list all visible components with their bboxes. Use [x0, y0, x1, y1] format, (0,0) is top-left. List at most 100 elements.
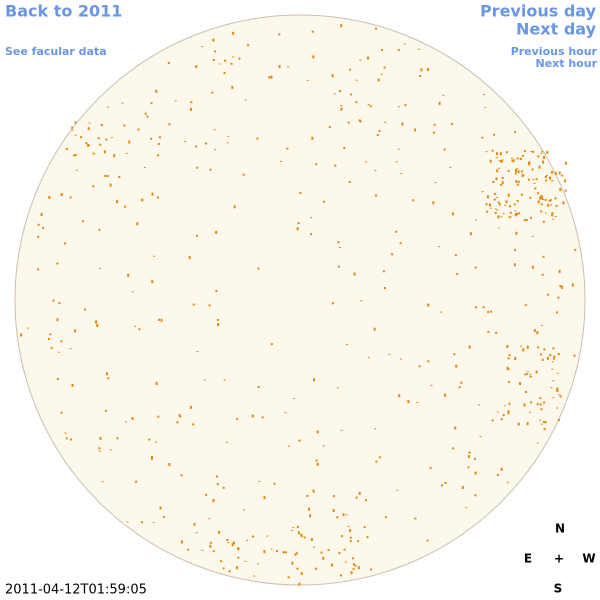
facula: [449, 166, 452, 168]
facula: [257, 386, 260, 388]
facula: [546, 356, 549, 360]
facula: [268, 76, 271, 79]
facula: [71, 126, 74, 129]
facula: [529, 373, 532, 375]
facula: [296, 227, 299, 231]
facula: [322, 445, 325, 447]
facula: [506, 366, 509, 370]
facula: [520, 170, 523, 173]
facula: [516, 199, 519, 202]
facula: [493, 198, 496, 201]
facula: [516, 168, 519, 170]
facula: [556, 388, 559, 391]
facula: [496, 152, 498, 156]
facula: [517, 422, 520, 426]
facula: [551, 180, 553, 182]
facula: [514, 210, 517, 212]
facula: [545, 175, 548, 177]
facula: [328, 126, 331, 129]
facula: [20, 333, 23, 337]
facula: [131, 417, 134, 420]
facula: [559, 395, 562, 398]
facula: [375, 27, 377, 30]
facula: [356, 540, 359, 543]
facula: [474, 219, 477, 221]
facula: [547, 293, 550, 296]
compass-west: W: [582, 552, 595, 566]
facula: [499, 152, 502, 156]
facula: [216, 319, 219, 321]
next-hour-link[interactable]: Next hour: [536, 57, 598, 70]
facula: [433, 131, 436, 134]
facula: [525, 391, 528, 393]
facula: [395, 161, 398, 163]
facula: [485, 203, 488, 206]
facula: [349, 540, 352, 543]
facula: [226, 539, 229, 541]
facula: [515, 180, 518, 182]
facula: [543, 156, 545, 159]
facula: [465, 507, 468, 509]
facula: [150, 102, 153, 105]
facula: [554, 172, 557, 175]
facula: [284, 412, 287, 414]
facula: [400, 358, 402, 360]
back-link[interactable]: Back to 2011: [5, 2, 122, 21]
facula: [458, 386, 461, 389]
facula: [561, 174, 564, 177]
facula: [226, 142, 229, 144]
facula: [226, 441, 228, 443]
next-day-link[interactable]: Next day: [516, 20, 597, 39]
facula: [370, 568, 373, 571]
facula: [532, 179, 535, 181]
facula: [231, 543, 234, 547]
facula: [237, 556, 240, 559]
facula: [404, 104, 407, 107]
facula: [209, 168, 212, 171]
facula: [365, 499, 367, 502]
facula: [101, 481, 104, 483]
facula: [336, 387, 339, 389]
facula: [201, 549, 204, 551]
facula: [340, 24, 343, 28]
facula: [297, 222, 300, 225]
facula: [377, 78, 380, 82]
facula: [37, 235, 40, 238]
facula: [69, 438, 72, 441]
facula: [85, 142, 88, 145]
facula: [228, 570, 231, 573]
facula: [487, 331, 490, 333]
facula: [52, 299, 55, 302]
facula: [334, 164, 337, 167]
facula: [514, 249, 516, 252]
facula: [401, 122, 404, 126]
facula: [520, 345, 523, 347]
facula: [270, 548, 273, 550]
facula: [499, 160, 502, 163]
facula: [444, 393, 447, 397]
facula: [344, 561, 347, 563]
previous-hour-link[interactable]: Previous hour: [511, 45, 598, 58]
facula: [263, 550, 266, 554]
facula: [474, 494, 477, 497]
facula: [535, 178, 538, 181]
facula: [454, 254, 457, 257]
facula: [310, 217, 313, 219]
facula: [118, 176, 121, 178]
facula: [349, 68, 351, 71]
facula: [357, 566, 360, 570]
facular-link[interactable]: See facular data: [5, 45, 107, 58]
facula: [525, 304, 528, 306]
facula: [316, 462, 319, 466]
facula: [514, 214, 517, 217]
facula: [296, 567, 299, 570]
facula: [518, 212, 520, 215]
facula: [506, 481, 509, 483]
facula: [347, 525, 350, 527]
facula: [212, 550, 215, 553]
facula: [343, 147, 346, 150]
previous-day-link[interactable]: Previous day: [480, 2, 597, 21]
facula: [397, 49, 400, 52]
facula: [50, 346, 53, 349]
